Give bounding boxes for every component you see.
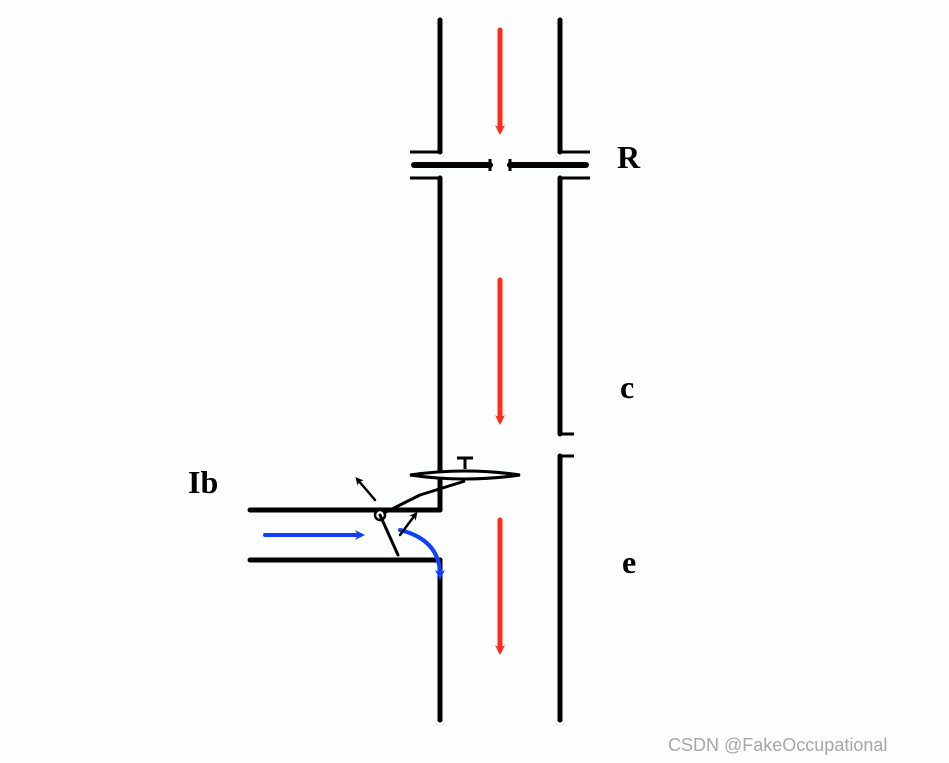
label-c: c — [620, 369, 634, 406]
pipe-structure — [250, 20, 560, 720]
transistor-hydraulic-diagram — [0, 0, 949, 763]
base-flow-arrows — [265, 530, 440, 575]
label-Ib: Ib — [188, 464, 218, 501]
restrictor-R — [410, 152, 590, 178]
watermark: CSDN @FakeOccupational — [668, 735, 887, 756]
label-e: e — [622, 544, 636, 581]
label-R: R — [617, 139, 640, 176]
c-notch — [560, 434, 574, 456]
